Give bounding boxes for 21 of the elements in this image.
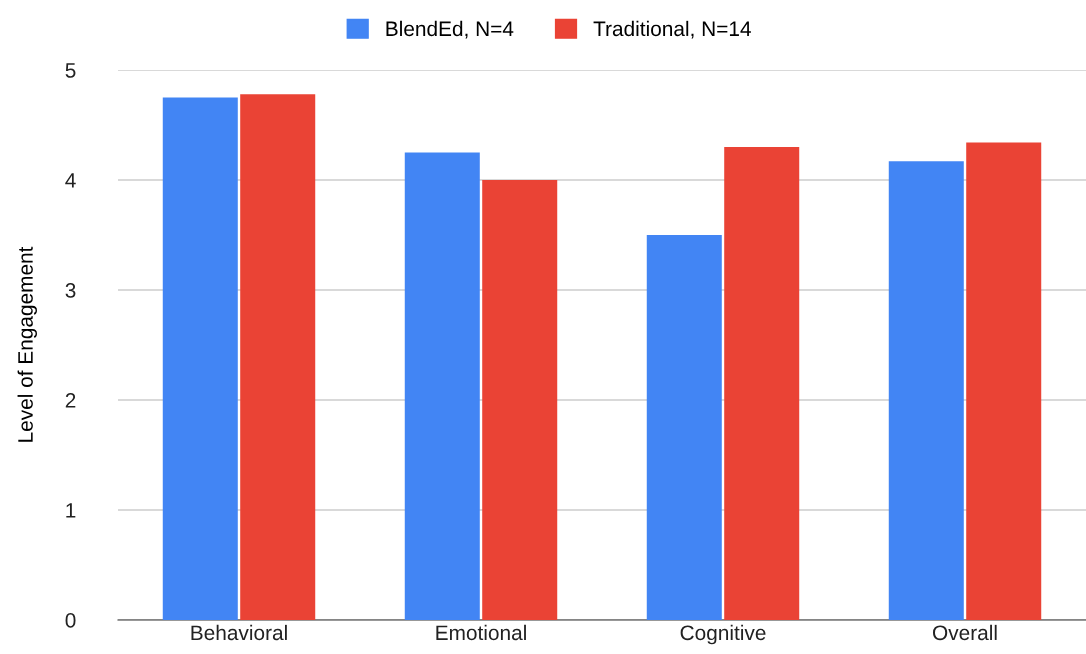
x-tick-label: Overall — [932, 624, 997, 641]
bar — [646, 235, 722, 620]
bar — [240, 94, 316, 620]
x-tick-label: Emotional — [436, 624, 526, 641]
bar — [404, 152, 480, 620]
y-axis-title: Level of Engagement — [17, 246, 37, 442]
y-tick-label: 2 — [65, 393, 76, 408]
y-tick-label: 5 — [65, 63, 76, 78]
y-tick-label: 4 — [65, 173, 76, 188]
y-tick-label: 1 — [66, 503, 76, 518]
x-tick-label: Behavioral — [191, 624, 287, 641]
y-tick-label: 3 — [65, 283, 76, 298]
y-tick-label: 0 — [65, 613, 76, 628]
x-tick-label: Cognitive — [680, 624, 766, 645]
legend-label: Traditional, N=14 — [593, 20, 751, 39]
bar — [888, 161, 964, 620]
legend-label: BlendEd, N=4 — [386, 20, 514, 39]
bar — [724, 147, 800, 620]
bar — [966, 142, 1042, 620]
bar — [482, 180, 558, 620]
bar — [162, 97, 238, 620]
